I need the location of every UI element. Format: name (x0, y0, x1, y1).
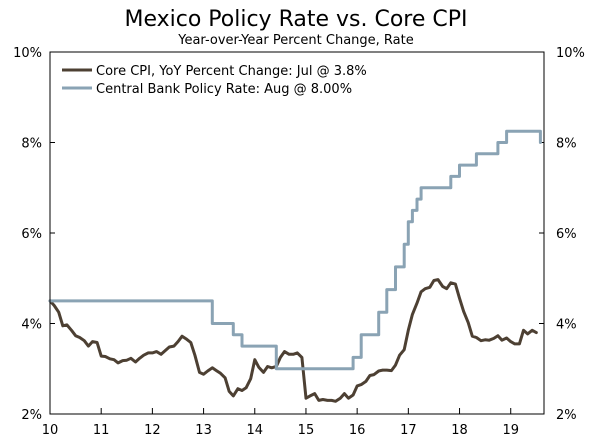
x-tick-label: 19 (502, 423, 519, 438)
x-tick-label: 17 (400, 423, 417, 438)
y-tick-label-left: 6% (21, 227, 42, 242)
y-tick-label-left: 8% (21, 137, 42, 152)
x-tick-label: 14 (246, 423, 263, 438)
x-tick-label: 10 (42, 423, 59, 438)
y-tick-label-right: 6% (556, 227, 577, 242)
x-tick-label: 13 (195, 423, 212, 438)
y-tick-label-right: 2% (556, 408, 577, 423)
y-tick-label-right: 4% (556, 318, 577, 333)
legend: Core CPI, YoY Percent Change: Jul @ 3.8%… (62, 64, 367, 97)
legend-label-core-cpi: Core CPI, YoY Percent Change: Jul @ 3.8% (96, 64, 367, 79)
chart-subtitle: Year-over-Year Percent Change, Rate (177, 33, 413, 48)
x-tick-label: 16 (349, 423, 366, 438)
y-tick-label-right: 10% (556, 46, 585, 61)
series-line-core-cpi (48, 278, 538, 403)
x-tick-label: 12 (144, 423, 161, 438)
chart-title: Mexico Policy Rate vs. Core CPI (124, 7, 467, 32)
x-tick-label: 18 (451, 423, 468, 438)
axes-layer: 2% 2% 4% 4% 6% 6% 8% 8% 10% 10% 10 11 12 13 14 15 16 17 18… (13, 46, 585, 438)
x-tick-label: 11 (93, 423, 110, 438)
plot-frame (49, 51, 545, 415)
x-tick-label: 15 (298, 423, 315, 438)
series-layer (48, 129, 542, 403)
legend-label-policy-rate: Central Bank Policy Rate: Aug @ 8.00% (96, 82, 352, 97)
y-tick-label-left: 10% (13, 46, 42, 61)
y-tick-label-right: 8% (556, 137, 577, 152)
y-tick-label-left: 4% (21, 318, 42, 333)
series-line-policy-rate (48, 129, 542, 371)
y-tick-label-left: 2% (21, 408, 42, 423)
